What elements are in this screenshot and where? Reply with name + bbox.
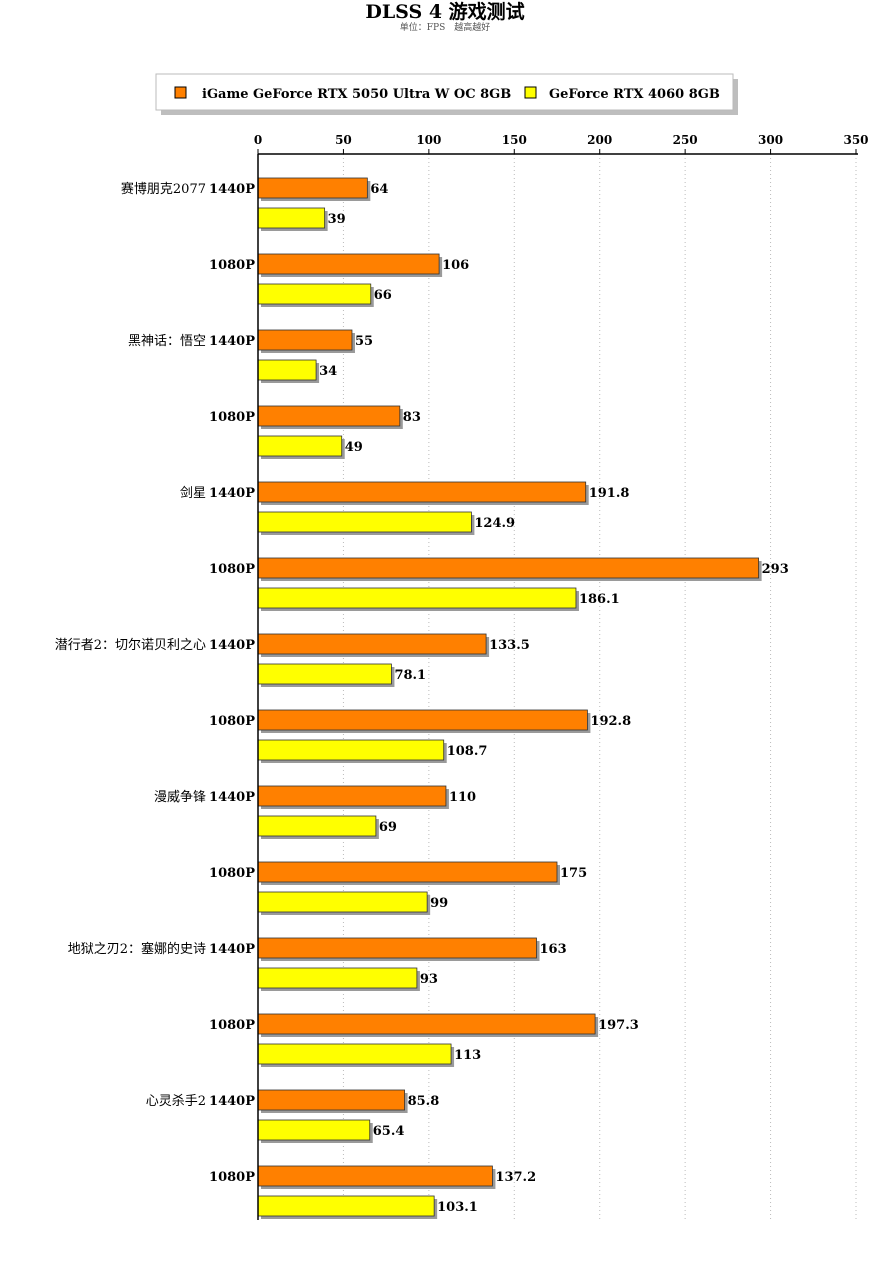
data-label: 83 bbox=[403, 410, 421, 425]
x-tick-label: 150 bbox=[502, 133, 527, 147]
data-label: 175 bbox=[560, 866, 587, 881]
bar-rtx4060 bbox=[257, 1119, 371, 1141]
x-tick-label: 250 bbox=[673, 133, 698, 147]
data-label: 197.3 bbox=[598, 1018, 639, 1033]
bar-rtx4060 bbox=[257, 739, 445, 761]
data-label: 64 bbox=[370, 182, 388, 197]
game-label: 赛博朋克2077 bbox=[121, 181, 206, 197]
data-label: 99 bbox=[430, 896, 448, 911]
resolution-label: 1440P bbox=[209, 182, 255, 197]
legend-swatch-rtx4060 bbox=[524, 86, 537, 99]
resolution-label: 1080P bbox=[209, 714, 255, 729]
bar-rtx5050 bbox=[257, 253, 440, 275]
resolution-label: 1440P bbox=[209, 1094, 255, 1109]
game-label: 地狱之刃2：塞娜的史诗 bbox=[68, 941, 206, 957]
game-label: 心灵杀手2 bbox=[146, 1094, 206, 1109]
x-tick-label: 100 bbox=[416, 133, 441, 147]
bar-rtx5050 bbox=[257, 177, 368, 199]
bar-rtx4060 bbox=[257, 435, 343, 457]
chart-title: DLSS 4 游戏测试 bbox=[365, 0, 524, 23]
data-label: 93 bbox=[420, 972, 438, 987]
x-tick-label: 300 bbox=[758, 133, 783, 147]
data-label: 55 bbox=[355, 334, 373, 349]
legend-box bbox=[155, 73, 734, 111]
bar-rtx5050 bbox=[257, 709, 588, 731]
legend-swatch-rtx5050 bbox=[174, 86, 187, 99]
bar-rtx4060 bbox=[257, 663, 392, 685]
data-label: 49 bbox=[345, 440, 363, 455]
resolution-label: 1440P bbox=[209, 790, 255, 805]
bar-rtx4060 bbox=[257, 207, 326, 229]
legend-label-rtx5050: iGame GeForce RTX 5050 Ultra W OC 8GB bbox=[202, 87, 511, 102]
data-label: 137.2 bbox=[495, 1170, 536, 1185]
bar-rtx5050 bbox=[257, 557, 760, 579]
data-label: 39 bbox=[328, 212, 346, 227]
resolution-label: 1440P bbox=[209, 486, 255, 501]
data-label: 34 bbox=[319, 364, 337, 379]
resolution-label: 1080P bbox=[209, 1170, 255, 1185]
resolution-label: 1080P bbox=[209, 258, 255, 273]
data-label: 186.1 bbox=[579, 592, 620, 607]
data-label: 108.7 bbox=[447, 744, 488, 759]
data-label: 69 bbox=[379, 820, 397, 835]
resolution-label: 1080P bbox=[209, 866, 255, 881]
data-label: 85.8 bbox=[408, 1094, 440, 1109]
data-label: 191.8 bbox=[589, 486, 630, 501]
bars: 64 39 106 66 55 34 83 49 191.8 124.9 293 186.1 133.5… bbox=[257, 177, 789, 1219]
bar-rtx5050 bbox=[257, 785, 447, 807]
data-label: 133.5 bbox=[489, 638, 530, 653]
game-label: 黑神话：悟空 bbox=[128, 334, 206, 349]
game-label: 漫威争锋 bbox=[154, 790, 206, 805]
bar-rtx5050 bbox=[257, 861, 558, 883]
data-label: 65.4 bbox=[373, 1124, 405, 1139]
bar-rtx5050 bbox=[257, 633, 487, 655]
axes bbox=[257, 153, 858, 1220]
data-label: 78.1 bbox=[394, 668, 426, 683]
bar-rtx5050 bbox=[257, 1089, 405, 1111]
resolution-label: 1080P bbox=[209, 410, 255, 425]
data-label: 113 bbox=[454, 1048, 481, 1063]
data-label: 66 bbox=[374, 288, 392, 303]
data-label: 293 bbox=[762, 562, 789, 577]
bar-rtx4060 bbox=[257, 283, 372, 305]
data-label: 124.9 bbox=[474, 516, 515, 531]
bar-rtx5050 bbox=[257, 1165, 493, 1187]
data-label: 110 bbox=[449, 790, 476, 805]
game-label: 潜行者2：切尔诺贝利之心 bbox=[55, 638, 206, 653]
bar-rtx4060 bbox=[257, 815, 377, 837]
gridlines bbox=[342, 154, 857, 1220]
chart-subtitle: 单位：FPS 越高越好 bbox=[400, 21, 490, 33]
x-tick-label: 200 bbox=[587, 133, 612, 147]
resolution-label: 1080P bbox=[209, 1018, 255, 1033]
data-label: 106 bbox=[442, 258, 469, 273]
category-labels: 1440P赛博朋克20771080P1440P黑神话：悟空1080P1440P剑… bbox=[55, 181, 255, 1185]
bar-rtx4060 bbox=[257, 1043, 452, 1065]
bar-rtx4060 bbox=[257, 891, 428, 913]
x-tick-label: 50 bbox=[335, 133, 352, 147]
bar-rtx5050 bbox=[257, 481, 587, 503]
bar-rtx4060 bbox=[257, 967, 418, 989]
bar-rtx5050 bbox=[257, 937, 537, 959]
resolution-label: 1440P bbox=[209, 942, 255, 957]
bar-rtx4060 bbox=[257, 1195, 435, 1217]
legend: iGame GeForce RTX 5050 Ultra W OC 8GB Ge… bbox=[155, 73, 738, 115]
bar-rtx4060 bbox=[257, 587, 577, 609]
x-axis-ticks: 0 50 100 150 200 250 300 350 bbox=[254, 133, 869, 154]
bar-rtx5050 bbox=[257, 405, 401, 427]
data-label: 103.1 bbox=[437, 1200, 478, 1215]
resolution-label: 1440P bbox=[209, 334, 255, 349]
data-label: 192.8 bbox=[590, 714, 631, 729]
x-tick-label: 350 bbox=[843, 133, 868, 147]
legend-label-rtx4060: GeForce RTX 4060 8GB bbox=[549, 87, 720, 102]
resolution-label: 1440P bbox=[209, 638, 255, 653]
bar-rtx4060 bbox=[257, 359, 317, 381]
data-label: 163 bbox=[539, 942, 566, 957]
bar-rtx5050 bbox=[257, 1013, 596, 1035]
x-tick-label: 0 bbox=[254, 133, 262, 147]
bar-rtx4060 bbox=[257, 511, 472, 533]
game-label: 剑星 bbox=[180, 485, 206, 501]
bar-rtx5050 bbox=[257, 329, 353, 351]
resolution-label: 1080P bbox=[209, 562, 255, 577]
